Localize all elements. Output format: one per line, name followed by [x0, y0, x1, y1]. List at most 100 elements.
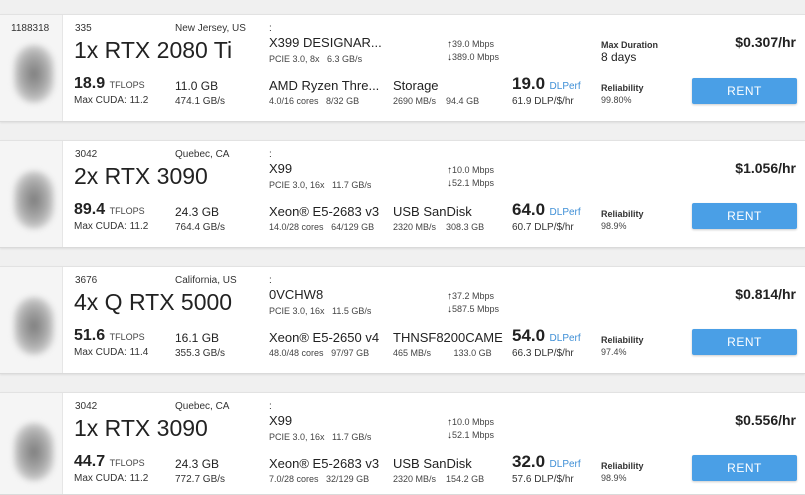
offer-card: 1188318 335 New Jersey, US 1x RTX 2080 T… [0, 14, 805, 122]
net-down: ↓389.0 Mbps [447, 52, 499, 63]
vram-bandwidth: 764.4 GB/s [175, 222, 226, 233]
reliability-value: 98.9% [601, 221, 627, 231]
net-up: ↑10.0 Mbps [447, 417, 494, 428]
pcie: PCIE 3.0, 16x 11.7 GB/s [269, 432, 371, 442]
reliability-label: Reliability [601, 83, 644, 93]
max-cuda-label: Max CUDA: [74, 347, 127, 358]
cpu: Xeon® E5-2683 v3 [269, 456, 380, 471]
net-down-value: 389.0 Mbps [452, 52, 500, 62]
max-cuda-value: 11.2 [129, 473, 149, 484]
dlperf: 32.0 DLPerf [512, 452, 581, 472]
pcie: PCIE 3.0, 16x 11.5 GB/s [269, 306, 371, 316]
dlp-per-dollar: 57.6 DLP/$/hr [512, 474, 574, 485]
net-down: ↓52.1 Mbps [447, 178, 494, 189]
net-down: ↓52.1 Mbps [447, 430, 494, 441]
motherboard: 0VCHW8 [269, 287, 324, 302]
gpu-name: 1x RTX 2080 Ti [74, 37, 233, 63]
net-up: ↑10.0 Mbps [447, 165, 494, 176]
dlp-per-dollar: 60.7 DLP/$/hr [512, 222, 574, 233]
motherboard: X99 [269, 161, 293, 176]
reliability-label: Reliability [601, 461, 644, 471]
arrow-down-icon: ↓ [447, 304, 452, 315]
max-cuda-label: Max CUDA: [74, 473, 127, 484]
gpu-name: 4x Q RTX 5000 [74, 289, 233, 315]
tflops-unit: TFLOPS [109, 332, 145, 342]
reliability-label: Reliability [601, 335, 644, 345]
rent-button[interactable]: RENT [692, 329, 797, 355]
dlperf-value: 19.0 [512, 74, 546, 93]
net-up-value: 10.0 Mbps [452, 165, 495, 175]
pcie-spec: PCIE 3.0, 8x [269, 54, 320, 64]
storage-name: USB SanDisk [393, 204, 472, 219]
pcie-bandwidth: 11.7 GB/s [332, 180, 372, 190]
net-up: ↑39.0 Mbps [447, 39, 494, 50]
rent-button[interactable]: RENT [692, 455, 797, 481]
location: Quebec, CA [175, 149, 230, 160]
max-cuda: Max CUDA: 11.2 [74, 473, 148, 484]
storage-details: 465 MB/s 133.0 GB [393, 348, 492, 358]
pcie-bandwidth: 11.7 GB/s [332, 432, 372, 442]
arrow-up-icon: ↑ [447, 417, 452, 428]
vram: 24.3 GB [175, 205, 220, 219]
storage-size: 94.4 GB [446, 96, 480, 106]
cpu-cores: 14.0/28 cores [269, 222, 324, 232]
tflops-unit: TFLOPS [109, 206, 145, 216]
cpu: Xeon® E5-2683 v3 [269, 204, 380, 219]
cpu-resources: 48.0/48 cores 97/97 GB [269, 348, 369, 358]
storage-speed: 2690 MB/s [393, 96, 437, 106]
rent-button[interactable]: RENT [692, 78, 797, 104]
cpu: Xeon® E5-2650 v4 [269, 330, 380, 345]
max-cuda-label: Max CUDA: [74, 221, 127, 232]
motherboard: X99 [269, 413, 293, 428]
tflops-value: 44.7 [74, 453, 106, 470]
max-duration: 8 days [601, 50, 637, 64]
vram-bandwidth: 772.7 GB/s [175, 474, 226, 485]
dlp-per-dollar: 66.3 DLP/$/hr [512, 348, 574, 359]
host-id: 3042 [75, 401, 98, 412]
tflops: 44.7 TFLOPS [74, 453, 145, 471]
ram: 97/97 GB [331, 348, 370, 358]
motherboard: X399 DESIGNAR... [269, 35, 382, 50]
reliability-value: 97.4% [601, 347, 627, 357]
offer-card: 3042 Quebec, CA 2x RTX 3090 89.4 TFLOPS … [0, 140, 805, 248]
pcie-bandwidth: 11.5 GB/s [332, 306, 372, 316]
cpu-resources: 7.0/28 cores 32/129 GB [269, 474, 369, 484]
cpu: AMD Ryzen Thre... [269, 78, 380, 93]
machine-thumbnail-image [14, 171, 54, 229]
pcie: PCIE 3.0, 8x 6.3 GB/s [269, 54, 362, 64]
arrow-up-icon: ↑ [447, 39, 452, 50]
separator-colon: : [269, 275, 272, 286]
tflops: 18.9 TFLOPS [74, 75, 145, 93]
reliability-value: 99.80% [601, 95, 632, 105]
storage-size: 133.0 GB [453, 348, 492, 358]
max-cuda-label: Max CUDA: [74, 95, 127, 106]
rent-button[interactable]: RENT [692, 203, 797, 229]
pcie-spec: PCIE 3.0, 16x [269, 432, 325, 442]
tflops-unit: TFLOPS [109, 80, 145, 90]
storage-speed: 2320 MB/s [393, 222, 437, 232]
storage-name: Storage [393, 78, 439, 93]
machine-thumbnail-image [14, 297, 54, 355]
vram-bandwidth: 355.3 GB/s [175, 348, 226, 359]
pcie-spec: PCIE 3.0, 16x [269, 306, 325, 316]
arrow-up-icon: ↑ [447, 165, 452, 176]
max-cuda: Max CUDA: 11.2 [74, 95, 148, 106]
machine-id: 1188318 [11, 23, 50, 34]
pcie-bandwidth: 6.3 GB/s [327, 54, 363, 64]
vram: 11.0 GB [175, 79, 219, 93]
vram-bandwidth: 474.1 GB/s [175, 96, 226, 107]
tflops-unit: TFLOPS [109, 458, 145, 468]
host-id: 335 [75, 23, 92, 34]
net-down-value: 52.1 Mbps [452, 178, 495, 188]
cpu-resources: 14.0/28 cores 64/129 GB [269, 222, 374, 232]
arrow-up-icon: ↑ [447, 291, 452, 302]
tflops-value: 89.4 [74, 201, 106, 218]
net-down-value: 587.5 Mbps [452, 304, 500, 314]
storage-details: 2690 MB/s 94.4 GB [393, 96, 479, 106]
price: $0.307/hr [735, 34, 796, 50]
dlperf-label: DLPerf [549, 333, 581, 344]
dlperf-value: 32.0 [512, 452, 546, 471]
max-cuda: Max CUDA: 11.4 [74, 347, 148, 358]
max-cuda: Max CUDA: 11.2 [74, 221, 148, 232]
dlperf-label: DLPerf [549, 459, 581, 470]
